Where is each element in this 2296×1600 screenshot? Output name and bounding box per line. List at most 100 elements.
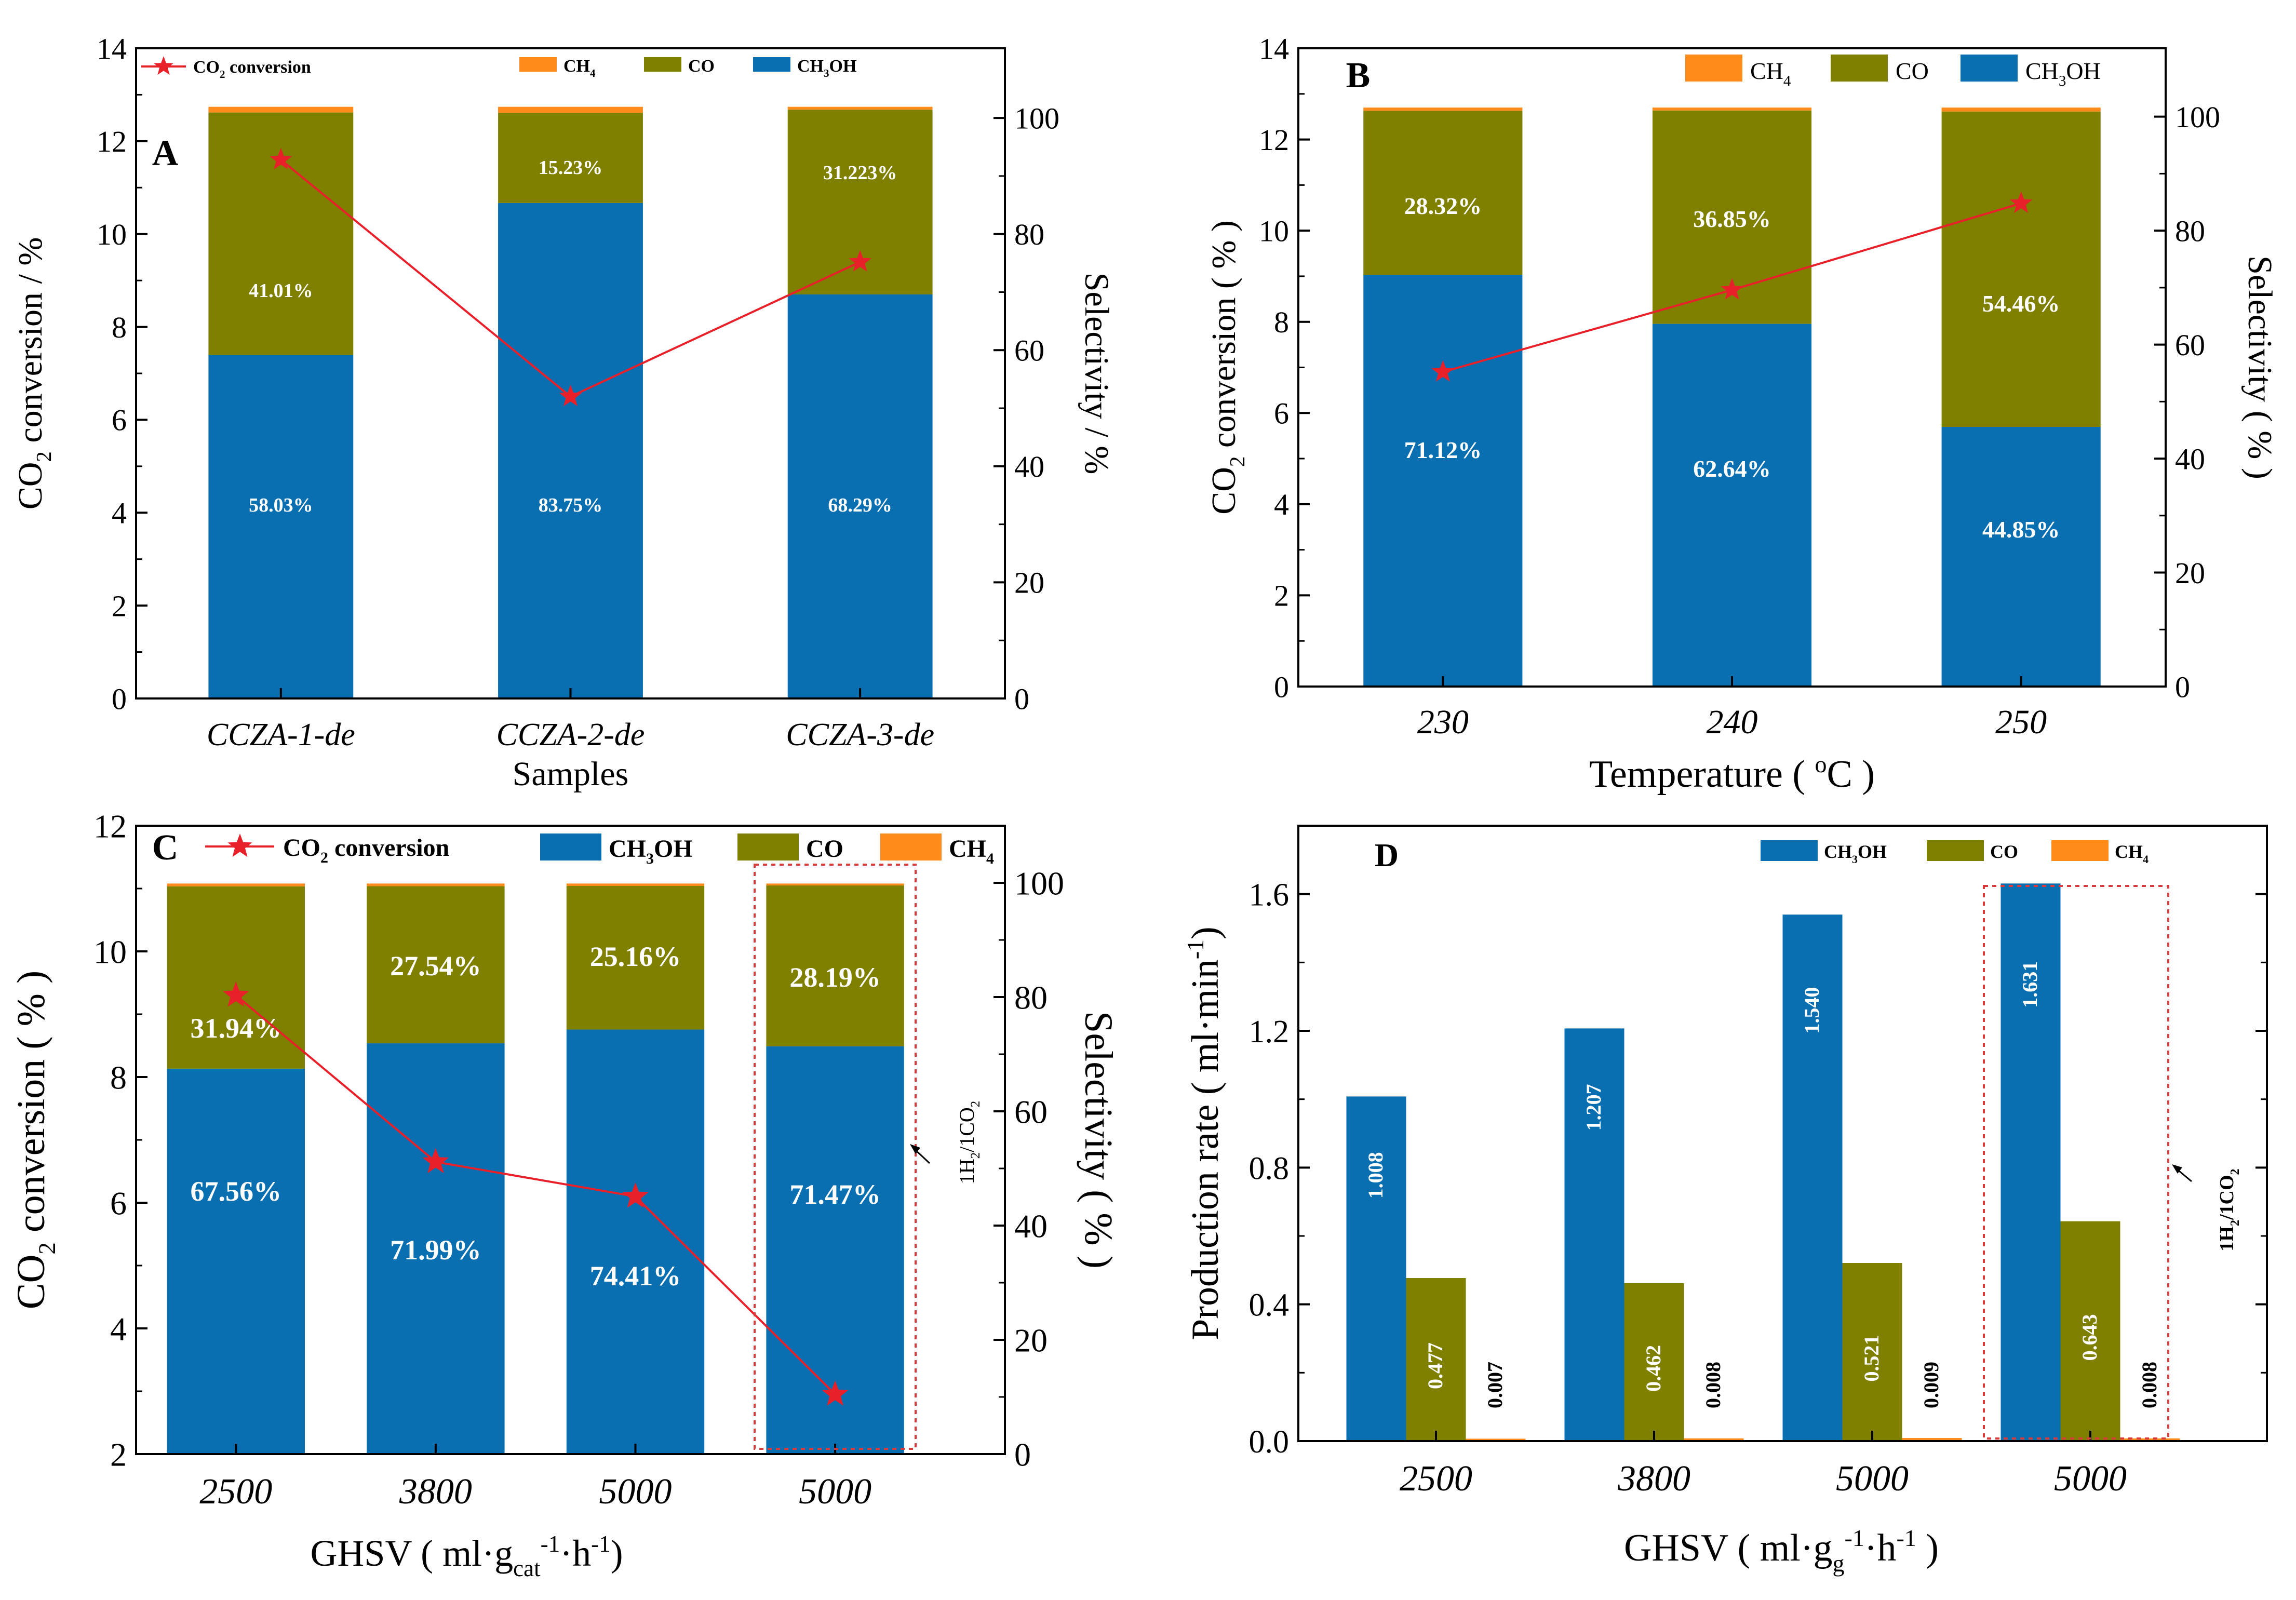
bar-ch3oh	[1346, 1096, 1406, 1441]
right-tick-label: 100	[1014, 101, 1059, 135]
annotation-label: 1H2/1CO2	[2216, 1168, 2242, 1251]
x-tick-label: 5000	[2054, 1459, 2127, 1499]
bar-ch4-segment	[498, 106, 643, 113]
panel-C: 67.56% 31.94% 71.99% 27.54% 74.41% 25.16% 71.4…	[9, 808, 1120, 1581]
right-tick-label: 0	[2175, 670, 2190, 704]
left-tick-label: 6	[112, 404, 127, 437]
legend-ch3oh-swatch	[1961, 55, 2018, 82]
conversion-star-marker	[154, 56, 173, 75]
legend-ch3oh-label: CH3OH	[2025, 58, 2101, 89]
bar-co-segment	[1363, 111, 1523, 275]
bar-ch3oh-segment	[787, 294, 933, 698]
bar-co-segment	[766, 885, 904, 1046]
right-axis-title: Selectivity ( % )	[1077, 1011, 1120, 1269]
right-axis-title: Selectivity ( % )	[2241, 256, 2279, 479]
right-tick-label: 60	[1014, 1093, 1048, 1130]
bar-data-label: 0.643	[2078, 1314, 2101, 1361]
bar-data-label: 27.54%	[390, 950, 481, 981]
x-tick-label: 2500	[199, 1472, 272, 1512]
right-tick-label: 20	[2175, 556, 2205, 590]
bar-ch3oh	[1564, 1028, 1624, 1441]
x-tick-label: 3800	[399, 1472, 472, 1512]
legend-co-swatch	[1927, 840, 1984, 861]
legend-ch3oh-label: CH3OH	[797, 57, 856, 79]
left-axis-title: CO2 conversion ( % )	[1205, 220, 1249, 515]
legend-ch4-swatch	[880, 833, 942, 860]
bar-co	[2060, 1221, 2120, 1441]
bar-data-label: 36.85%	[1693, 206, 1771, 232]
highlight-box	[1983, 885, 2169, 1440]
bar-ch3oh-segment	[367, 1043, 505, 1454]
left-tick-label: 0	[1274, 670, 1289, 704]
panel-label: B	[1346, 56, 1371, 96]
conversion-star-marker	[422, 1148, 449, 1174]
bar-ch3oh-segment	[1363, 275, 1523, 687]
x-tick-label: 5000	[1836, 1459, 1909, 1499]
bar-data-label: 0.007	[1483, 1362, 1507, 1408]
bar-ch3oh-segment	[1652, 324, 1812, 687]
panel-label: D	[1375, 837, 1399, 873]
annotation-label: 1H2/1CO2	[955, 1101, 983, 1185]
bar-data-label: 15.23%	[539, 157, 603, 179]
x-tick-label: 240	[1707, 703, 1758, 741]
bar-data-label: 28.32%	[1404, 193, 1482, 219]
bar-co	[1624, 1283, 1684, 1441]
bar-data-label: 62.64%	[1693, 455, 1771, 482]
conversion-star-marker	[622, 1182, 649, 1208]
bar-data-label: 1.540	[1800, 987, 1823, 1034]
conversion-star-marker	[822, 1380, 849, 1406]
right-axis-title: Selectivity / %	[1078, 273, 1116, 475]
right-tick-label: 80	[2175, 214, 2205, 248]
bar-ch3oh-segment	[498, 203, 643, 699]
left-tick-label: 0.0	[1249, 1424, 1290, 1460]
legend-conversion-label: CO2 conversion	[193, 58, 311, 80]
x-tick-label: 2500	[1400, 1459, 1472, 1499]
legend-ch3oh-label: CH3OH	[1824, 841, 1887, 866]
left-tick-label: 1.6	[1249, 878, 1290, 913]
bar-co	[1406, 1278, 1466, 1441]
left-tick-label: 12	[1259, 123, 1289, 157]
legend-ch4-swatch	[1685, 55, 1742, 82]
legend-co-label: CO	[1896, 58, 1929, 84]
bar-ch3oh-segment	[1941, 426, 2101, 687]
x-tick-label: 250	[1995, 703, 2047, 741]
legend-co-label: CO	[806, 835, 843, 863]
bar-data-label: 71.47%	[789, 1179, 881, 1210]
panel-label: A	[152, 133, 179, 173]
bar-data-label: 0.008	[1701, 1362, 1725, 1408]
left-tick-label: 12	[97, 125, 127, 158]
bar-data-label: 71.99%	[390, 1234, 481, 1266]
conversion-star-marker	[227, 833, 252, 857]
legend-co-swatch	[1831, 55, 1888, 82]
bar-ch4-segment	[1363, 107, 1523, 111]
right-tick-label: 40	[2175, 442, 2205, 476]
bar-ch4-segment	[766, 883, 904, 886]
right-tick-label: 80	[1014, 218, 1044, 251]
left-tick-label: 14	[1259, 32, 1289, 65]
bar-ch4	[1466, 1438, 1526, 1441]
left-tick-label: 4	[1274, 488, 1289, 521]
left-tick-label: 2	[1274, 579, 1289, 613]
left-tick-label: 2	[112, 589, 127, 623]
conversion-star-marker	[1431, 360, 1455, 382]
bar-ch4-segment	[787, 106, 933, 110]
left-axis-title: CO2 conversion ( % )	[9, 971, 61, 1309]
x-tick-label: 5000	[799, 1472, 871, 1512]
bar-ch3oh-segment	[566, 1029, 705, 1454]
left-tick-label: 10	[93, 933, 127, 970]
bar-ch4-segment	[167, 883, 305, 886]
x-axis-title: Samples	[513, 755, 629, 793]
conversion-star-marker	[2009, 191, 2033, 213]
legend-ch4-label: CH4	[949, 835, 994, 867]
bar-data-label: 0.521	[1860, 1335, 1883, 1382]
legend-conversion-label: CO2 conversion	[283, 834, 449, 866]
x-tick-label: CCZA-3-de	[786, 717, 934, 752]
legend-ch4-swatch	[519, 57, 557, 72]
x-tick-label: CCZA-2-de	[496, 717, 645, 752]
right-tick-label: 0	[1014, 1436, 1031, 1473]
left-tick-label: 8	[110, 1059, 127, 1096]
right-tick-label: 80	[1014, 979, 1048, 1016]
left-tick-label: 10	[1259, 214, 1289, 248]
bar-ch4-segment	[566, 883, 705, 886]
bar-data-label: 54.46%	[1982, 290, 2060, 317]
